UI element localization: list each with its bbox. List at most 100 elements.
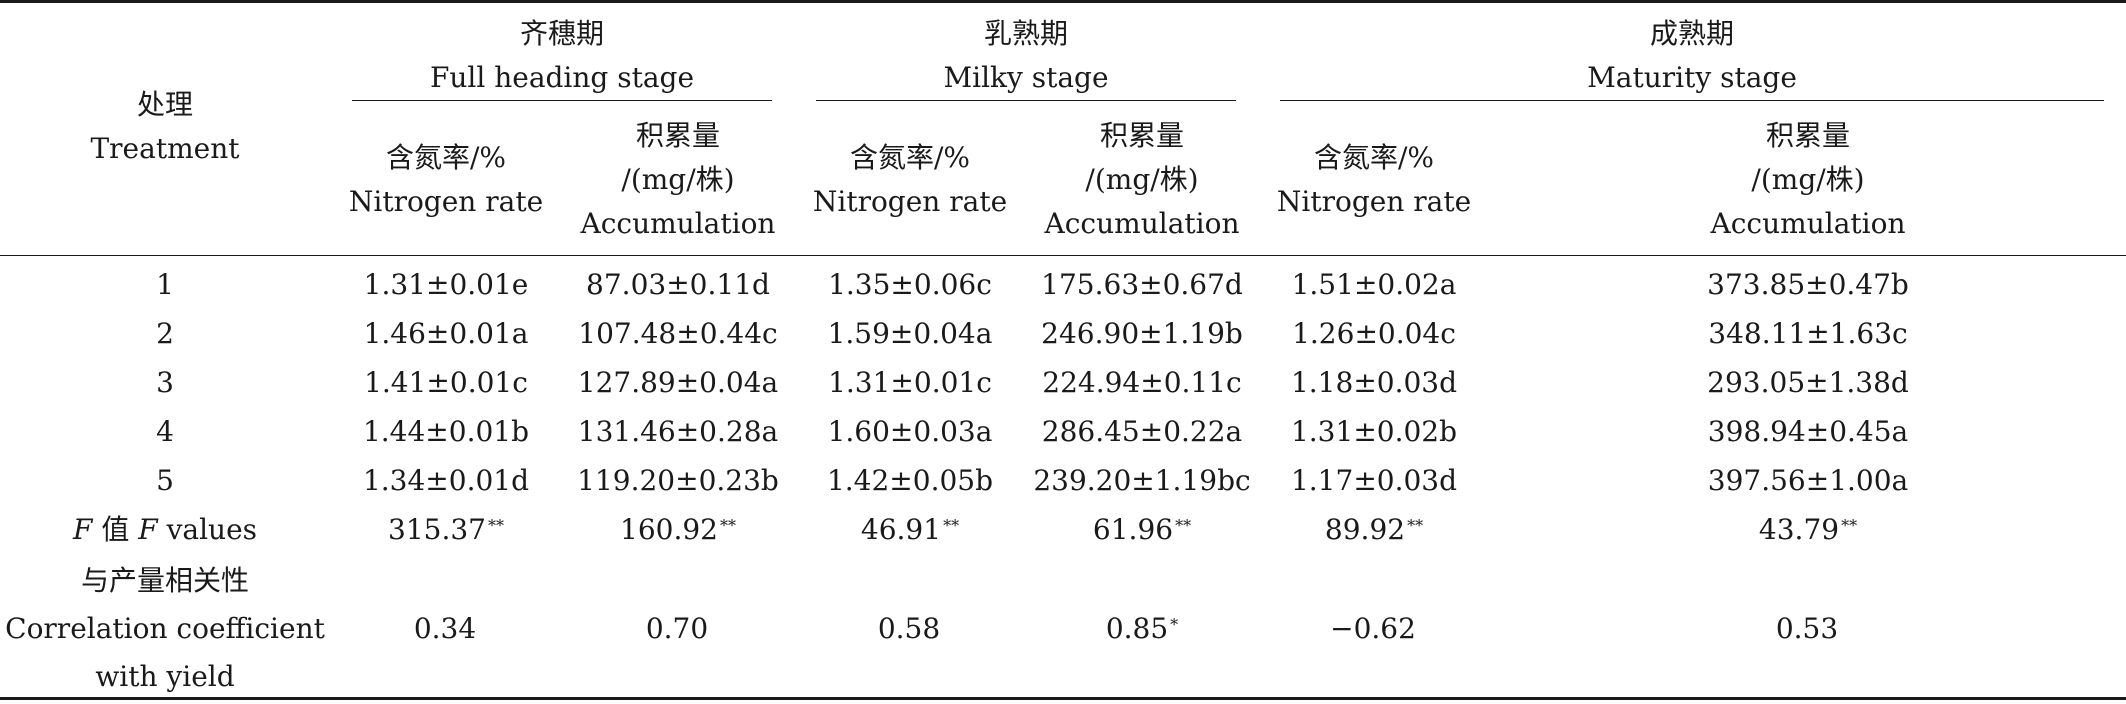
f-value-cell: 89.92 ** xyxy=(1258,505,1490,554)
table-cell: 1.34±0.01d xyxy=(362,464,530,497)
correlation-cell: 0.53 xyxy=(1490,554,2126,704)
f-values-label: F 值 F values xyxy=(0,505,330,554)
stage-header-full-heading: 齐穗期 Full heading stage xyxy=(330,3,794,105)
col-header-accumulation: 积累量 /(mg/株) Accumulation xyxy=(1490,105,2126,256)
col-header-nitrogen-en: Nitrogen rate xyxy=(812,185,1008,218)
correlation-label-en-2: with yield xyxy=(95,660,235,693)
f-value: 43.79 xyxy=(1758,513,1840,546)
col-header-nitrogen: 含氮率/% Nitrogen rate xyxy=(1258,105,1491,256)
table-cell: 175.63±0.67d xyxy=(1041,268,1243,301)
stage-en: Full heading stage xyxy=(429,61,695,94)
correlation-value: 0.70 xyxy=(645,612,709,645)
f-value-cell: 61.96 ** xyxy=(1026,505,1258,554)
correlation-value: 0.34 xyxy=(413,612,477,645)
col-header-accum-zh: 积累量 xyxy=(1766,119,1851,152)
significance-mark: ** xyxy=(943,516,960,535)
f-value-cell: 315.37 ** xyxy=(330,505,562,554)
f-label-en: values xyxy=(166,513,258,546)
f-symbol: F xyxy=(72,513,93,546)
table-row: 3 1.41±0.01c 127.89±0.04a 1.31±0.01c 224… xyxy=(0,358,2126,407)
significance-mark: ** xyxy=(1407,516,1424,535)
f-value-cell: 46.91 ** xyxy=(794,505,1026,554)
col-header-accum-unit: /(mg/株) xyxy=(1751,163,1865,196)
stage-en: Maturity stage xyxy=(1587,61,1797,94)
col-header-accum-en: Accumulation xyxy=(1044,207,1240,240)
correlation-cell: 0.58 xyxy=(794,554,1026,704)
table-cell: 286.45±0.22a xyxy=(1041,415,1243,448)
treatment-id: 4 xyxy=(156,415,174,448)
col-header-accum-unit: /(mg/株) xyxy=(1085,163,1199,196)
table-cell: 87.03±0.11d xyxy=(586,268,770,301)
table-cell: 1.59±0.04a xyxy=(827,317,993,350)
correlation-cell: 0.85 * xyxy=(1026,554,1258,704)
col-header-nitrogen-zh: 含氮率/% xyxy=(849,141,971,174)
significance-mark: ** xyxy=(1175,516,1192,535)
table-cell: 1.44±0.01b xyxy=(362,415,530,448)
table-cell: 107.48±0.44c xyxy=(578,317,778,350)
f-symbol-en: F xyxy=(138,513,158,546)
treatment-header-zh: 处理 xyxy=(136,88,193,121)
correlation-row: 与产量相关性 Correlation coefficient with yiel… xyxy=(0,554,2126,704)
table-cell: 239.20±1.19bc xyxy=(1033,464,1251,497)
correlation-cell: −0.62 xyxy=(1258,554,1490,704)
treatment-id: 3 xyxy=(156,366,174,399)
table-row: 1 1.31±0.01e 87.03±0.11d 1.35±0.06c 175.… xyxy=(0,256,2126,310)
table-row: 5 1.34±0.01d 119.20±0.23b 1.42±0.05b 239… xyxy=(0,456,2126,505)
correlation-cell: 0.34 xyxy=(330,554,562,704)
correlation-value: 0.58 xyxy=(877,612,941,645)
col-header-nitrogen: 含氮率/% Nitrogen rate xyxy=(330,105,562,256)
stage-zh: 乳熟期 xyxy=(984,17,1069,50)
sub-header-row: 含氮率/% Nitrogen rate 积累量 /(mg/株) Accumula… xyxy=(0,105,2126,256)
stage-zh: 齐穗期 xyxy=(519,17,604,50)
col-header-accum-unit: /(mg/株) xyxy=(621,163,735,196)
treatment-id: 2 xyxy=(156,317,174,350)
col-header-accumulation: 积累量 /(mg/株) Accumulation xyxy=(562,105,794,256)
col-header-accum-en: Accumulation xyxy=(1710,207,1906,240)
col-header-nitrogen-en: Nitrogen rate xyxy=(1276,185,1472,218)
stage-header-maturity: 成熟期 Maturity stage xyxy=(1258,3,2126,105)
f-value: 61.96 xyxy=(1092,513,1174,546)
table-cell: 131.46±0.28a xyxy=(577,415,779,448)
table-cell: 348.11±1.63c xyxy=(1708,317,1908,350)
correlation-label: 与产量相关性 Correlation coefficient with yiel… xyxy=(0,554,330,704)
correlation-label-en-1: Correlation coefficient xyxy=(5,612,325,645)
table-cell: 1.46±0.01a xyxy=(363,317,529,350)
table-cell: 1.31±0.01e xyxy=(363,268,529,301)
col-header-nitrogen-en: Nitrogen rate xyxy=(348,185,544,218)
table-cell: 1.17±0.03d xyxy=(1290,464,1458,497)
correlation-cell: 0.70 xyxy=(562,554,794,704)
table-cell: 1.51±0.02a xyxy=(1291,268,1457,301)
col-header-accum-zh: 积累量 xyxy=(635,119,720,152)
correlation-value: 0.53 xyxy=(1775,612,1839,645)
col-header-accum-en: Accumulation xyxy=(580,207,776,240)
nitrogen-table: 处理 Treatment 齐穗期 Full heading stage 乳熟期 … xyxy=(0,3,2126,704)
table-row: 4 1.44±0.01b 131.46±0.28a 1.60±0.03a 286… xyxy=(0,407,2126,456)
correlation-value: 0.85 xyxy=(1105,612,1169,645)
significance-mark: ** xyxy=(1841,516,1858,535)
table-cell: 373.85±0.47b xyxy=(1707,268,1909,301)
table-row: 2 1.46±0.01a 107.48±0.44c 1.59±0.04a 246… xyxy=(0,309,2126,358)
f-label-zh: 值 xyxy=(101,513,130,546)
table-cell: 1.60±0.03a xyxy=(827,415,993,448)
f-values-row: F 值 F values 315.37 ** 160.92 ** 46.91 ** 6… xyxy=(0,505,2126,554)
f-value: 89.92 xyxy=(1324,513,1406,546)
table-cell: 119.20±0.23b xyxy=(577,464,779,497)
stage-en: Milky stage xyxy=(943,61,1109,94)
treatment-id: 1 xyxy=(156,268,174,301)
stage-zh: 成熟期 xyxy=(1650,17,1735,50)
table-cell: 1.31±0.01c xyxy=(828,366,992,399)
f-value-cell: 160.92 ** xyxy=(562,505,794,554)
col-header-nitrogen: 含氮率/% Nitrogen rate xyxy=(794,105,1026,256)
table-cell: 398.94±0.45a xyxy=(1707,415,1909,448)
table-cell: 1.41±0.01c xyxy=(364,366,528,399)
col-header-accumulation: 积累量 /(mg/株) Accumulation xyxy=(1026,105,1259,256)
col-header-nitrogen-zh: 含氮率/% xyxy=(1313,141,1435,174)
table-cell: 127.89±0.04a xyxy=(577,366,779,399)
table-cell: 1.35±0.06c xyxy=(828,268,992,301)
correlation-label-zh: 与产量相关性 xyxy=(80,564,249,597)
f-value-cell: 43.79 ** xyxy=(1490,505,2126,554)
table-cell: 397.56±1.00a xyxy=(1707,464,1909,497)
col-header-nitrogen-zh: 含氮率/% xyxy=(385,141,507,174)
table-cell: 1.42±0.05b xyxy=(826,464,994,497)
